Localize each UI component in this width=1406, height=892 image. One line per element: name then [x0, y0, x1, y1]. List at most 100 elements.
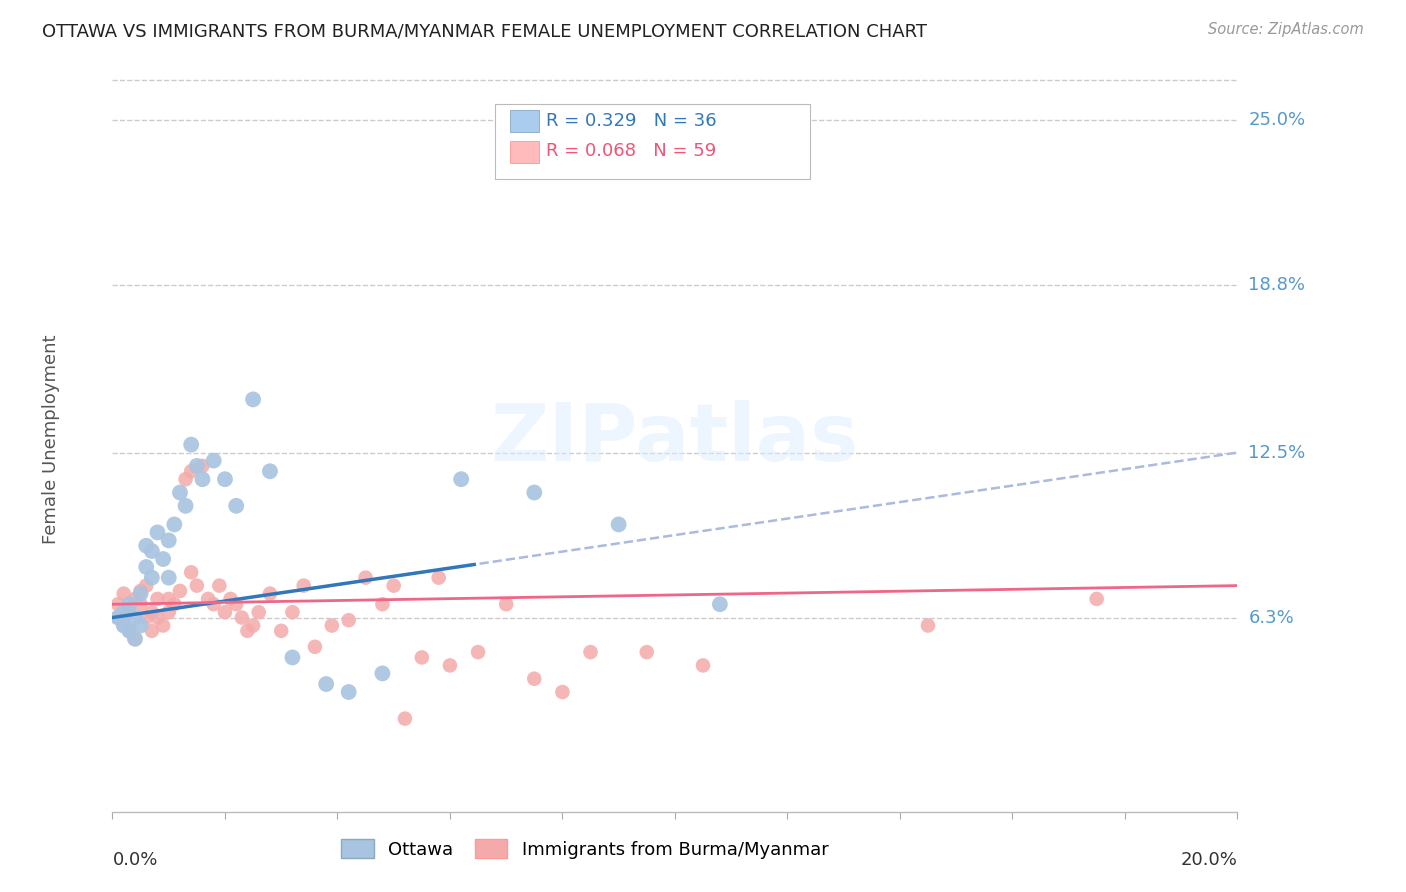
Text: 6.3%: 6.3%: [1249, 608, 1294, 626]
Point: [242, 618, 264, 632]
Point: [225, 499, 247, 513]
Point: [152, 552, 174, 566]
Point: [467, 645, 489, 659]
Point: [180, 464, 202, 478]
Point: [270, 624, 292, 638]
Point: [551, 685, 574, 699]
Point: [523, 485, 546, 500]
Point: [315, 677, 337, 691]
Point: [141, 605, 163, 619]
Point: [636, 645, 658, 659]
Point: [152, 618, 174, 632]
Point: [118, 624, 141, 638]
Point: [112, 618, 135, 632]
Point: [439, 658, 461, 673]
FancyBboxPatch shape: [509, 141, 538, 163]
Point: [292, 579, 315, 593]
Point: [174, 499, 197, 513]
Point: [112, 618, 135, 632]
Point: [141, 571, 163, 585]
Point: [129, 618, 152, 632]
Point: [174, 472, 197, 486]
Text: 12.5%: 12.5%: [1249, 443, 1306, 462]
Point: [242, 392, 264, 407]
Legend: Ottawa, Immigrants from Burma/Myanmar: Ottawa, Immigrants from Burma/Myanmar: [335, 832, 835, 866]
Point: [107, 610, 129, 624]
Point: [259, 464, 281, 478]
Text: Female Unemployment: Female Unemployment: [42, 334, 59, 544]
Point: [146, 610, 169, 624]
Point: [281, 605, 304, 619]
Point: [202, 453, 225, 467]
Point: [141, 544, 163, 558]
Point: [208, 579, 231, 593]
Point: [157, 533, 180, 548]
Point: [118, 597, 141, 611]
FancyBboxPatch shape: [495, 104, 810, 178]
Text: 25.0%: 25.0%: [1249, 112, 1306, 129]
Point: [124, 610, 146, 624]
Point: [259, 586, 281, 600]
Point: [169, 485, 191, 500]
Point: [135, 560, 157, 574]
Point: [709, 597, 731, 611]
Point: [354, 571, 377, 585]
Point: [523, 672, 546, 686]
Point: [135, 579, 157, 593]
Point: [118, 605, 141, 619]
Point: [202, 597, 225, 611]
Point: [1085, 591, 1108, 606]
Point: [135, 539, 157, 553]
Point: [124, 591, 146, 606]
Point: [321, 618, 343, 632]
Point: [197, 591, 219, 606]
Point: [124, 632, 146, 646]
Point: [163, 597, 186, 611]
Text: 0.0%: 0.0%: [112, 851, 157, 869]
Point: [146, 591, 169, 606]
Point: [169, 583, 191, 598]
Point: [411, 650, 433, 665]
Point: [607, 517, 630, 532]
Point: [371, 666, 394, 681]
Point: [214, 472, 236, 486]
Point: [107, 610, 129, 624]
Text: R = 0.329   N = 36: R = 0.329 N = 36: [546, 112, 716, 129]
Point: [180, 566, 202, 580]
Text: R = 0.068   N = 59: R = 0.068 N = 59: [546, 142, 716, 160]
Point: [191, 458, 214, 473]
Point: [692, 658, 714, 673]
Point: [163, 517, 186, 532]
Point: [129, 597, 152, 611]
Point: [579, 645, 602, 659]
Text: 20.0%: 20.0%: [1181, 851, 1237, 869]
Point: [129, 583, 152, 598]
Point: [304, 640, 326, 654]
Point: [146, 525, 169, 540]
Point: [231, 610, 253, 624]
Point: [247, 605, 270, 619]
Point: [337, 613, 360, 627]
Point: [450, 472, 472, 486]
Point: [236, 624, 259, 638]
Text: OTTAWA VS IMMIGRANTS FROM BURMA/MYANMAR FEMALE UNEMPLOYMENT CORRELATION CHART: OTTAWA VS IMMIGRANTS FROM BURMA/MYANMAR …: [42, 22, 927, 40]
Point: [118, 624, 141, 638]
Point: [281, 650, 304, 665]
Point: [337, 685, 360, 699]
Point: [186, 579, 208, 593]
Point: [382, 579, 405, 593]
Point: [186, 458, 208, 473]
Point: [191, 472, 214, 486]
Point: [107, 597, 129, 611]
Point: [124, 632, 146, 646]
Point: [225, 597, 247, 611]
Point: [157, 591, 180, 606]
Point: [129, 586, 152, 600]
Point: [394, 712, 416, 726]
Point: [112, 605, 135, 619]
Text: 18.8%: 18.8%: [1249, 276, 1305, 294]
FancyBboxPatch shape: [509, 110, 538, 132]
Point: [495, 597, 517, 611]
Point: [157, 605, 180, 619]
Point: [157, 571, 180, 585]
